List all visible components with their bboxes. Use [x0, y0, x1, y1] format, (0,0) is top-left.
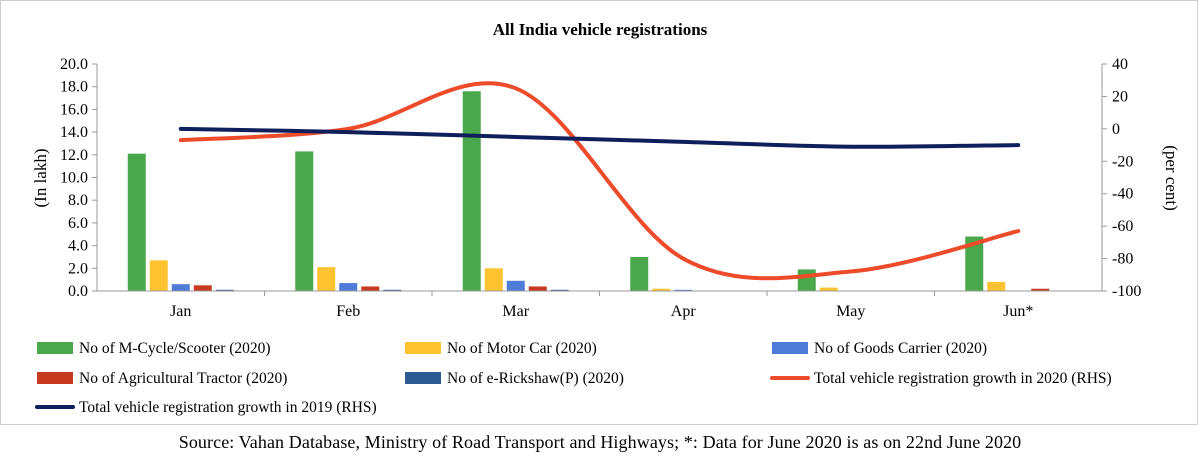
line-series-2019-growth — [178, 126, 1021, 149]
y-tick-label-right: -20 — [1112, 153, 1133, 170]
bar-2-may — [819, 287, 838, 291]
bar-5-mar — [550, 289, 569, 291]
x-tick-label: Jan — [170, 303, 191, 320]
y-tick-label-left: 12.0 — [60, 147, 88, 164]
legend-label: No of Goods Carrier (2020) — [814, 340, 987, 357]
bar-2-apr — [652, 288, 671, 291]
bar-1-apr — [630, 256, 649, 291]
line-series-2020-growth — [178, 81, 1021, 281]
y-tick-label-left: 16.0 — [60, 101, 88, 118]
legend-swatch — [37, 342, 73, 354]
x-tick-label: Feb — [336, 303, 360, 320]
bar-1-may — [797, 269, 816, 291]
bar-2-feb — [317, 267, 336, 291]
y-tick-label-right: 0 — [1112, 121, 1120, 138]
y-tick-label-left: 0.0 — [68, 283, 88, 300]
y-tick-label-right: -60 — [1112, 218, 1133, 235]
legend-label: No of M-Cycle/Scooter (2020) — [79, 340, 271, 357]
y-tick-label-right: -100 — [1112, 283, 1141, 300]
legend-swatch — [405, 372, 441, 384]
legend-item: Total vehicle registration growth in 202… — [770, 370, 1112, 387]
legend-label: No of Agricultural Tractor (2020) — [79, 370, 287, 387]
y-tick-label-right: -40 — [1112, 186, 1133, 203]
bar-3-apr — [674, 289, 693, 291]
x-tick-label: May — [836, 303, 865, 320]
legend-item: No of Motor Car (2020) — [405, 340, 597, 357]
legend-item: No of Agricultural Tractor (2020) — [37, 370, 287, 387]
x-tick-label: Jun* — [1003, 303, 1033, 320]
y-tick-label-left: 10.0 — [60, 170, 88, 187]
y-tick-label-left: 8.0 — [68, 192, 88, 209]
legend-item: No of Goods Carrier (2020) — [772, 340, 987, 357]
chart-title: All India vehicle registrations — [493, 20, 708, 39]
legend-label: Total vehicle registration growth in 202… — [814, 370, 1112, 387]
y-tick-label-left: 14.0 — [60, 124, 88, 141]
legend-swatch — [37, 372, 73, 384]
y-tick-label-right: -80 — [1112, 251, 1133, 268]
legend-item: No of M-Cycle/Scooter (2020) — [37, 340, 271, 357]
y-tick-label-left: 20.0 — [60, 56, 88, 73]
y-tick-label-left: 18.0 — [60, 79, 88, 96]
legend: No of M-Cycle/Scooter (2020) No of Motor … — [35, 340, 1112, 416]
bar-1-feb — [295, 151, 314, 291]
bar-3-mar — [506, 280, 525, 291]
y-tick-label-right: 40 — [1112, 56, 1128, 73]
legend-item: No of e-Rickshaw(P) (2020) — [405, 370, 624, 387]
bar-1-jan — [127, 153, 146, 291]
bar-5-feb — [383, 289, 402, 291]
bar-1-mar — [462, 91, 481, 292]
bar-4-jun — [1031, 288, 1050, 291]
y-axis-title-right: (per cent) — [1162, 145, 1181, 211]
bar-1-jun — [965, 236, 984, 291]
legend-swatch — [405, 342, 441, 354]
chart-frame — [0, 0, 1198, 425]
bar-2-mar — [484, 268, 503, 291]
legend-item: Total vehicle registration growth in 201… — [35, 399, 377, 416]
y-axis-title-left: (In lakh) — [31, 148, 50, 207]
x-tick-label: Apr — [671, 303, 697, 320]
source-note: Source: Vahan Database, Ministry of Road… — [178, 432, 1022, 452]
legend-label: Total vehicle registration growth in 201… — [79, 399, 377, 416]
bar-5-jan — [215, 289, 234, 291]
bar-4-feb — [361, 286, 380, 291]
bar-4-mar — [528, 286, 547, 291]
y-tick-label-right: 20 — [1112, 88, 1128, 105]
bar-4-jan — [193, 285, 212, 291]
y-tick-label-left: 2.0 — [68, 260, 88, 277]
legend-swatch — [772, 342, 808, 354]
x-tick-label: Mar — [502, 303, 529, 320]
bar-3-jan — [171, 284, 190, 291]
legend-label: No of Motor Car (2020) — [447, 340, 597, 357]
bar-2-jan — [149, 260, 168, 291]
chart: All India vehicle registrations 20.0 18.0… — [31, 20, 1181, 416]
legend-label: No of e-Rickshaw(P) (2020) — [447, 370, 624, 387]
y-tick-label-left: 6.0 — [68, 215, 88, 232]
bar-3-feb — [339, 283, 358, 291]
y-tick-label-left: 4.0 — [68, 238, 88, 255]
bar-2-jun — [987, 281, 1006, 291]
